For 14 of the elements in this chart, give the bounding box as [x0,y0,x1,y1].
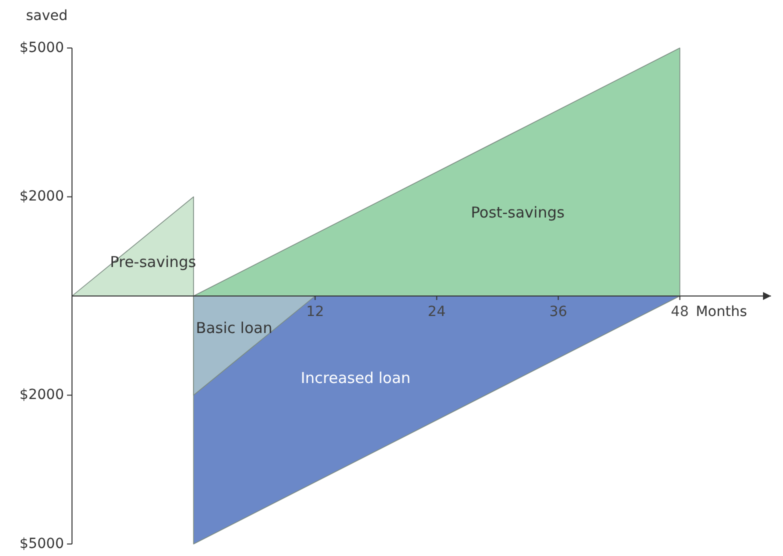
series-label: Post-savings [470,203,565,222]
x-axis-title: Months [696,304,748,320]
y-tick-label: $5000 [19,536,64,552]
series-label: Basic loan [196,319,272,338]
y-tick-label: $2000 [19,387,64,404]
x-tick-label: 36 [549,304,568,320]
series-label: Increased loan [300,368,411,387]
y-tick-label: $5000 [19,40,64,56]
x-tick-label: 24 [428,304,446,320]
y-tick-label: $2000 [19,188,64,205]
x-tick-label: 12 [306,304,324,320]
y-axis-title: saved [26,8,68,24]
x-tick-label: 48 [670,304,689,320]
series-label: Pre-savings [110,253,196,272]
